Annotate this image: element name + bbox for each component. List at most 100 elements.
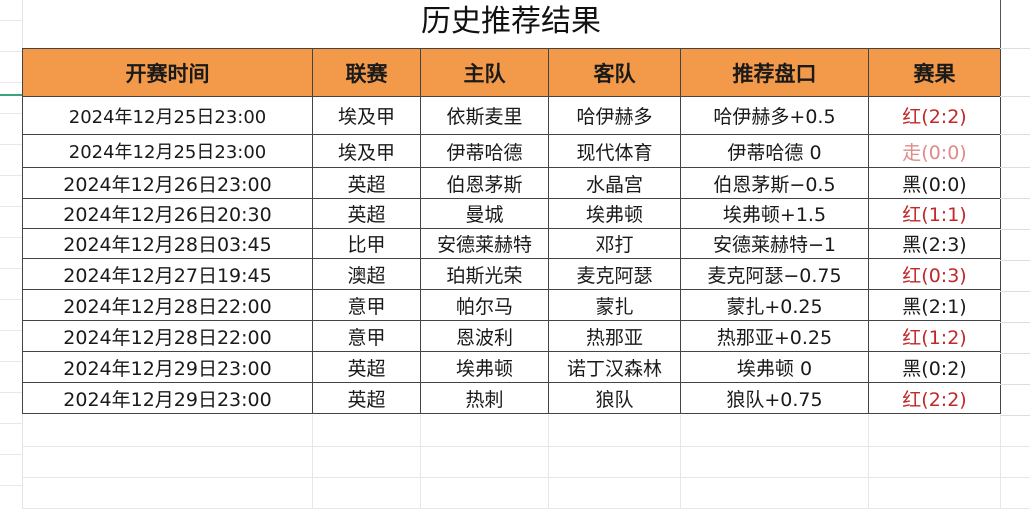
selected-row-indicator: [0, 94, 22, 96]
cell-pick[interactable]: 安德莱赫特−1: [680, 228, 869, 259]
col-header-away[interactable]: 客队: [548, 48, 681, 97]
row-header-line: [0, 423, 22, 424]
cell-result[interactable]: 黑(0:2): [868, 351, 1001, 383]
cell-pick[interactable]: 伊蒂哈德 0: [680, 134, 869, 168]
col-header-time[interactable]: 开赛时间: [22, 48, 313, 97]
cell-league[interactable]: 埃及甲: [312, 96, 421, 135]
row-header-line: [0, 330, 22, 331]
cell-league[interactable]: 意甲: [312, 289, 421, 321]
cell-home[interactable]: 帕尔马: [420, 289, 549, 321]
cell-pick[interactable]: 哈伊赫多+0.5: [680, 96, 869, 135]
row-header-gutter[interactable]: [0, 0, 23, 509]
header-row: 开赛时间 联赛 主队 客队 推荐盘口 赛果: [22, 48, 1001, 97]
grid-line: [1000, 415, 1001, 509]
grid-line: [22, 477, 1030, 478]
cell-pick[interactable]: 埃弗顿 0: [680, 351, 869, 383]
cell-pick[interactable]: 伯恩茅斯−0.5: [680, 167, 869, 199]
cell-time[interactable]: 2024年12月29日23:00: [22, 382, 313, 414]
grid-line: [22, 446, 1030, 447]
cell-time[interactable]: 2024年12月26日23:00: [22, 167, 313, 199]
cell-pick[interactable]: 热那亚+0.25: [680, 320, 869, 352]
grid-line: [868, 415, 869, 509]
row-header-line: [0, 113, 22, 114]
cell-home[interactable]: 伯恩茅斯: [420, 167, 549, 199]
cell-league[interactable]: 英超: [312, 167, 421, 199]
cell-time[interactable]: 2024年12月26日20:30: [22, 198, 313, 229]
cell-home[interactable]: 依斯麦里: [420, 96, 549, 135]
cell-time[interactable]: 2024年12月27日19:45: [22, 258, 313, 290]
cell-league[interactable]: 英超: [312, 198, 421, 229]
col-header-home[interactable]: 主队: [420, 48, 549, 97]
cell-league[interactable]: 英超: [312, 351, 421, 383]
cell-league[interactable]: 比甲: [312, 228, 421, 259]
col-header-league[interactable]: 联赛: [312, 48, 421, 97]
cell-away[interactable]: 埃弗顿: [548, 198, 681, 229]
table-row: 2024年12月26日23:00 英超 伯恩茅斯 水晶宫 伯恩茅斯−0.5 黑(0:0): [22, 167, 1001, 199]
cell-away[interactable]: 现代体育: [548, 134, 681, 168]
col-header-result[interactable]: 赛果: [868, 48, 1001, 97]
table-row: 2024年12月27日19:45 澳超 珀斯光荣 麦克阿瑟 麦克阿瑟−0.75 红(0:3…: [22, 258, 1001, 290]
cell-result[interactable]: 红(2:2): [868, 382, 1001, 414]
table-row: 2024年12月29日23:00 英超 热刺 狼队 狼队+0.75 红(2:2): [22, 382, 1001, 414]
cell-time[interactable]: 2024年12月25日23:00: [22, 134, 313, 168]
grid-line: [1000, 415, 1030, 416]
row-header-line: [0, 361, 22, 362]
cell-result[interactable]: 红(0:3): [868, 258, 1001, 290]
sheet-title: 历史推荐结果: [421, 4, 601, 39]
cell-away[interactable]: 水晶宫: [548, 167, 681, 199]
row-header-line: [0, 82, 22, 83]
row-header-line: [0, 392, 22, 393]
grid-line: [1000, 291, 1030, 292]
table-row: 2024年12月29日23:00 英超 埃弗顿 诺丁汉森林 埃弗顿 0 黑(0:2): [22, 351, 1001, 383]
cell-home[interactable]: 安德莱赫特: [420, 228, 549, 259]
grid-line: [1000, 384, 1030, 385]
cell-result[interactable]: 黑(2:3): [868, 228, 1001, 259]
cell-pick[interactable]: 狼队+0.75: [680, 382, 869, 414]
cell-result[interactable]: 红(2:2): [868, 96, 1001, 135]
grid-line: [548, 415, 549, 509]
grid-line: [312, 415, 313, 509]
cell-away[interactable]: 热那亚: [548, 320, 681, 352]
cell-home[interactable]: 曼城: [420, 198, 549, 229]
cell-league[interactable]: 埃及甲: [312, 134, 421, 168]
grid-line: [1000, 48, 1030, 49]
cell-home[interactable]: 热刺: [420, 382, 549, 414]
row-header-line: [0, 20, 22, 21]
grid-line: [1000, 322, 1030, 323]
cell-result[interactable]: 走(0:0): [868, 134, 1001, 168]
col-header-pick[interactable]: 推荐盘口: [680, 48, 869, 97]
cell-result[interactable]: 黑(2:1): [868, 289, 1001, 321]
results-table: 开赛时间 联赛 主队 客队 推荐盘口 赛果 2024年12月25日23:00 埃及…: [22, 48, 1001, 414]
cell-away[interactable]: 麦克阿瑟: [548, 258, 681, 290]
cell-time[interactable]: 2024年12月28日22:00: [22, 289, 313, 321]
cell-pick[interactable]: 埃弗顿+1.5: [680, 198, 869, 229]
cell-league[interactable]: 澳超: [312, 258, 421, 290]
cell-home[interactable]: 恩波利: [420, 320, 549, 352]
cell-time[interactable]: 2024年12月29日23:00: [22, 351, 313, 383]
cell-pick[interactable]: 蒙扎+0.25: [680, 289, 869, 321]
table-row: 2024年12月25日23:00 埃及甲 依斯麦里 哈伊赫多 哈伊赫多+0.5 红(2:2…: [22, 96, 1001, 135]
cell-away[interactable]: 哈伊赫多: [548, 96, 681, 135]
grid-line: [1000, 134, 1030, 135]
cell-home[interactable]: 珀斯光荣: [420, 258, 549, 290]
cell-away[interactable]: 蒙扎: [548, 289, 681, 321]
cell-away[interactable]: 诺丁汉森林: [548, 351, 681, 383]
cell-away[interactable]: 狼队: [548, 382, 681, 414]
cell-league[interactable]: 意甲: [312, 320, 421, 352]
cell-time[interactable]: 2024年12月25日23:00: [22, 96, 313, 135]
cell-result[interactable]: 红(1:2): [868, 320, 1001, 352]
cell-home[interactable]: 埃弗顿: [420, 351, 549, 383]
table-row: 2024年12月28日03:45 比甲 安德莱赫特 邓打 安德莱赫特−1 黑(2:3): [22, 228, 1001, 259]
cell-time[interactable]: 2024年12月28日22:00: [22, 320, 313, 352]
table-row: 2024年12月28日22:00 意甲 帕尔马 蒙扎 蒙扎+0.25 黑(2:1): [22, 289, 1001, 321]
cell-league[interactable]: 英超: [312, 382, 421, 414]
cell-home[interactable]: 伊蒂哈德: [420, 134, 549, 168]
cell-time[interactable]: 2024年12月28日03:45: [22, 228, 313, 259]
cell-away[interactable]: 邓打: [548, 228, 681, 259]
cell-result[interactable]: 红(1:1): [868, 198, 1001, 229]
row-header-line: [0, 268, 22, 269]
cell-result[interactable]: 黑(0:0): [868, 167, 1001, 199]
row-header-line: [0, 51, 22, 52]
cell-pick[interactable]: 麦克阿瑟−0.75: [680, 258, 869, 290]
divider: [1000, 0, 1001, 48]
